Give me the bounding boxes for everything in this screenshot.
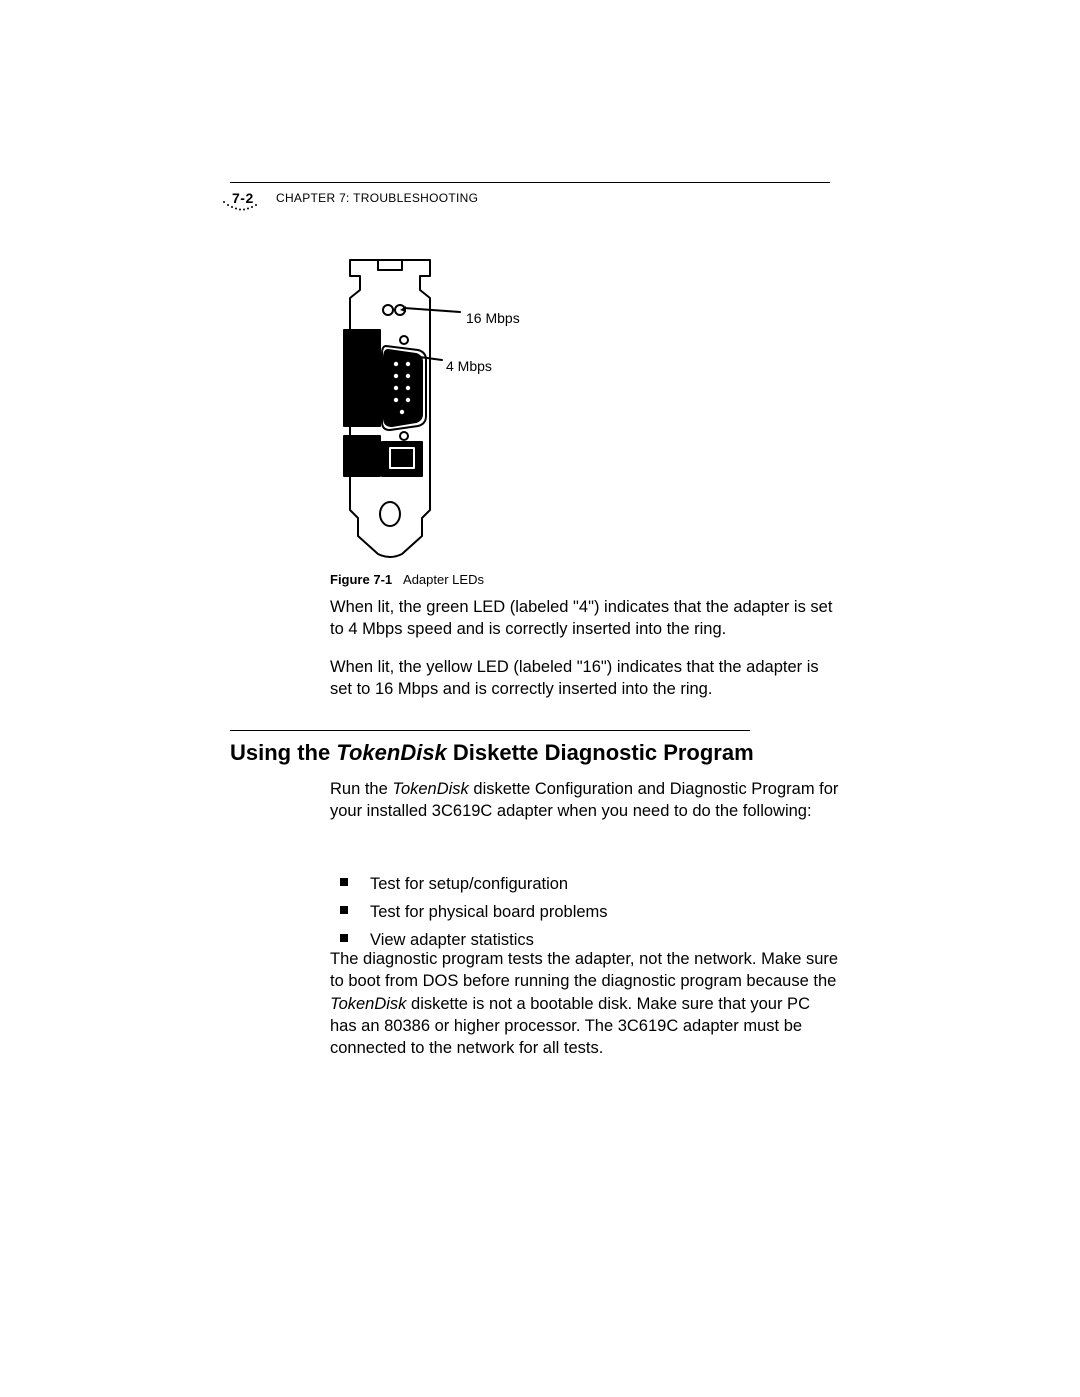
figure-caption-text: Adapter LEDs xyxy=(403,572,484,587)
paragraph-yellow-led: When lit, the yellow LED (labeled "16") … xyxy=(330,656,840,701)
page: 7-2 CHAPTER 7: TROUBLESHOOTING xyxy=(0,0,1080,1397)
heading-pre: Using the xyxy=(230,740,336,765)
paragraph-green-led: When lit, the green LED (labeled "4") in… xyxy=(330,596,840,641)
bullet-item: Test for physical board problems xyxy=(340,898,860,926)
heading-post: Diskette Diagnostic Program xyxy=(447,740,754,765)
paragraph-diagnostic-notes: The diagnostic program tests the adapter… xyxy=(330,948,840,1059)
bullet-list: Test for setup/configuration Test for ph… xyxy=(300,870,860,954)
led-label-16mbps: 16 Mbps xyxy=(466,310,520,326)
p4-em: TokenDisk xyxy=(330,995,406,1013)
figure-caption: Figure 7-1 Adapter LEDs xyxy=(330,572,484,587)
p3-em: TokenDisk xyxy=(392,780,468,798)
adapter-leds-figure xyxy=(330,250,630,560)
bullet-item: Test for setup/configuration xyxy=(340,870,860,898)
chapter-label: CHAPTER 7: TROUBLESHOOTING xyxy=(276,191,478,205)
figure-caption-number: Figure 7-1 xyxy=(330,572,392,587)
p3a: Run the xyxy=(330,780,392,798)
paragraph-run-program: Run the TokenDisk diskette Configuration… xyxy=(330,778,840,823)
led-label-4mbps: 4 Mbps xyxy=(446,358,492,374)
header-dots-icon xyxy=(222,200,262,220)
heading-em: TokenDisk xyxy=(336,740,446,765)
section-heading: Using the TokenDisk Diskette Diagnostic … xyxy=(230,740,754,766)
p4a: The diagnostic program tests the adapter… xyxy=(330,950,838,990)
section-rule xyxy=(230,730,750,731)
